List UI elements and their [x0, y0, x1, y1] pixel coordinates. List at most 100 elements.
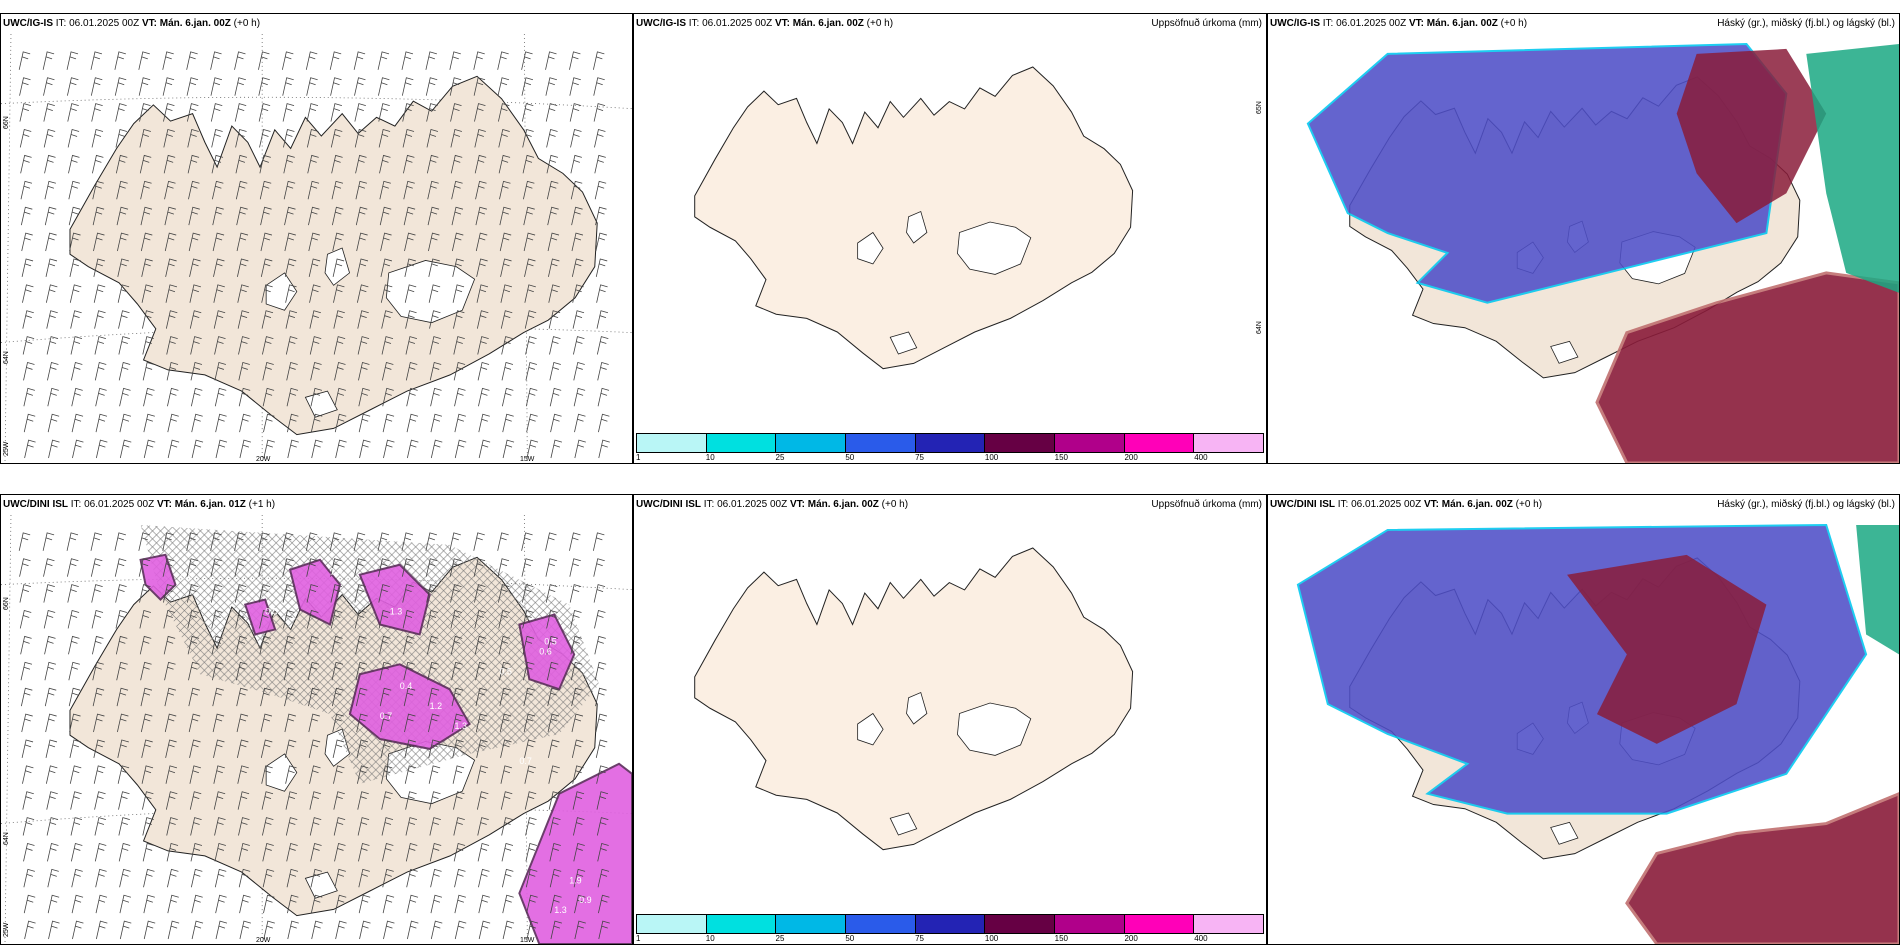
vt-value: Mán. 6.jan. 00Z [159, 18, 231, 29]
precip-colorbar [636, 433, 1264, 453]
panel-wind-dini: UWC/DINI ISL IT: 06.01.2025 00Z VT: Mán.… [0, 494, 633, 945]
model-name: UWC/DINI ISL [636, 499, 701, 510]
glacier [906, 692, 928, 725]
vt-value: Mán. 6.jan. 01Z [174, 499, 246, 510]
vt-label: VT: [1423, 499, 1439, 510]
it-label: IT: [703, 499, 715, 510]
it-label: IT: [55, 18, 67, 29]
glacier [906, 211, 928, 244]
it-value: 06.01.2025 00Z [1336, 18, 1407, 29]
map-precipitation: 65N 64N [634, 34, 1266, 433]
colorbar-cell [1194, 915, 1264, 933]
model-name: UWC/IG-IS [3, 18, 53, 29]
vt-label: VT: [156, 499, 172, 510]
map-precipitation [634, 515, 1266, 914]
precip-value-label: 0.6 [539, 646, 551, 656]
colorbar-tick-label: 75 [915, 453, 925, 462]
glacier [889, 331, 918, 355]
glacier [889, 812, 918, 836]
colorbar-tick-label: 400 [1194, 934, 1208, 943]
colorbar-cell [637, 434, 707, 452]
model-name: UWC/DINI ISL [1270, 499, 1335, 510]
it-label: IT: [1322, 18, 1334, 29]
iceland-map [1, 34, 632, 463]
lead-time: (+0 h) [233, 18, 261, 29]
colorbar-tick-label: 200 [1124, 934, 1138, 943]
panel-precip-dini: UWC/DINI ISL IT: 06.01.2025 00Z VT: Mán.… [633, 494, 1267, 945]
colorbar-tick-label: 10 [705, 453, 715, 462]
vt-value: Mán. 6.jan. 00Z [807, 499, 879, 510]
precip-value-label: 1.9 [569, 875, 581, 885]
colorbar-cell [706, 915, 777, 933]
iceland-map [1306, 42, 1899, 463]
colorbar-tick-label: 1 [636, 453, 641, 462]
it-label: IT: [688, 18, 700, 29]
panel-header: UWC/DINI ISL IT: 06.01.2025 00Z VT: Mán.… [1, 495, 632, 515]
vt-value: Mán. 6.jan. 00Z [1441, 499, 1513, 510]
colorbar-cell [1124, 434, 1195, 452]
precip-colorbar [636, 914, 1264, 934]
precip-value-label: 0.7 [380, 711, 392, 721]
colorbar-tick-label: 25 [775, 934, 785, 943]
colorbar-tick-label: 150 [1054, 453, 1069, 462]
glacier [265, 272, 298, 311]
colorbar-tick-label: 1 [636, 934, 641, 943]
glacier [304, 390, 338, 418]
colorbar-tick-label: 100 [984, 453, 999, 462]
vt-value: Mán. 6.jan. 00Z [792, 18, 864, 29]
glacier [957, 221, 1032, 275]
model-name: UWC/IG-IS [1270, 18, 1320, 29]
colorbar-tick-label: 25 [775, 453, 785, 462]
lat-label-25w: 25W [3, 922, 10, 937]
colorbar-cell [1055, 915, 1125, 933]
map-wind-barbs: 66N 64N 25W 20W 15W [1, 34, 632, 463]
panel-title: Háský (gr.), miðský (fj.bl.) og lágský (… [1717, 499, 1895, 510]
precip-value-label: 0.5 [544, 636, 556, 646]
wind-barbs [18, 532, 610, 940]
colorbar-cell [915, 915, 986, 933]
lon-label-20w: 20W [256, 937, 271, 944]
lat-label-65n: 65N [1256, 101, 1263, 114]
glacier [304, 871, 338, 899]
lead-time: (+0 h) [1500, 18, 1528, 29]
panel-header: UWC/DINI ISL IT: 06.01.2025 00Z VT: Mán.… [634, 495, 1266, 515]
model-name: UWC/DINI ISL [3, 499, 68, 510]
colorbar-cell [637, 915, 707, 933]
lead-time: (+0 h) [1515, 499, 1543, 510]
iceland-map [694, 547, 1134, 851]
colorbar-cell [776, 915, 847, 933]
glacier [957, 702, 1032, 756]
colorbar-tick-label: 400 [1194, 453, 1208, 462]
colorbar-cell [706, 434, 777, 452]
colorbar-cell [915, 434, 986, 452]
lon-label-15w: 15W [520, 937, 535, 944]
iceland-map: 1.40.50.61.30.70.41.21.30.60.50.71.90.91… [1, 515, 632, 944]
glacier [857, 712, 884, 746]
lat-label-25w: 25W [3, 441, 10, 456]
iceland-map [1296, 523, 1899, 944]
it-value: 06.01.2025 00Z [1351, 499, 1422, 510]
precip-value-label: 1.3 [455, 721, 467, 731]
lat-label-64n: 64N [3, 832, 10, 845]
panel-header: UWC/IG-IS IT: 06.01.2025 00Z VT: Mán. 6.… [1, 14, 632, 34]
lat-label-64n: 64N [3, 351, 10, 364]
lead-time: (+0 h) [881, 499, 909, 510]
vt-value: Mán. 6.jan. 00Z [1426, 18, 1498, 29]
glacier [1550, 821, 1579, 845]
precip-value-label: 0.6 [180, 572, 192, 582]
glacier [1550, 340, 1579, 364]
panel-title: Uppsöfnuð úrkoma (mm) [1151, 18, 1262, 29]
vt-label: VT: [789, 499, 805, 510]
panel-header: UWC/IG-IS IT: 06.01.2025 00Z VT: Mán. 6.… [1268, 14, 1899, 34]
lat-label-66n: 66N [3, 597, 10, 610]
colorbar-tick-label: 50 [845, 934, 855, 943]
it-value: 06.01.2025 00Z [69, 18, 140, 29]
panel-clouds-dini: UWC/DINI ISL IT: 06.01.2025 00Z VT: Mán.… [1267, 494, 1900, 945]
precip-value-label: 0.4 [400, 681, 412, 691]
it-label: IT: [70, 499, 82, 510]
colorbar-tick-label: 150 [1054, 934, 1069, 943]
colorbar-ticks: 1 10 25 50 75 100 150 200 400 [636, 934, 1264, 944]
vt-label: VT: [1408, 18, 1424, 29]
lead-time: (+1 h) [248, 499, 276, 510]
colorbar-cell [1055, 434, 1125, 452]
